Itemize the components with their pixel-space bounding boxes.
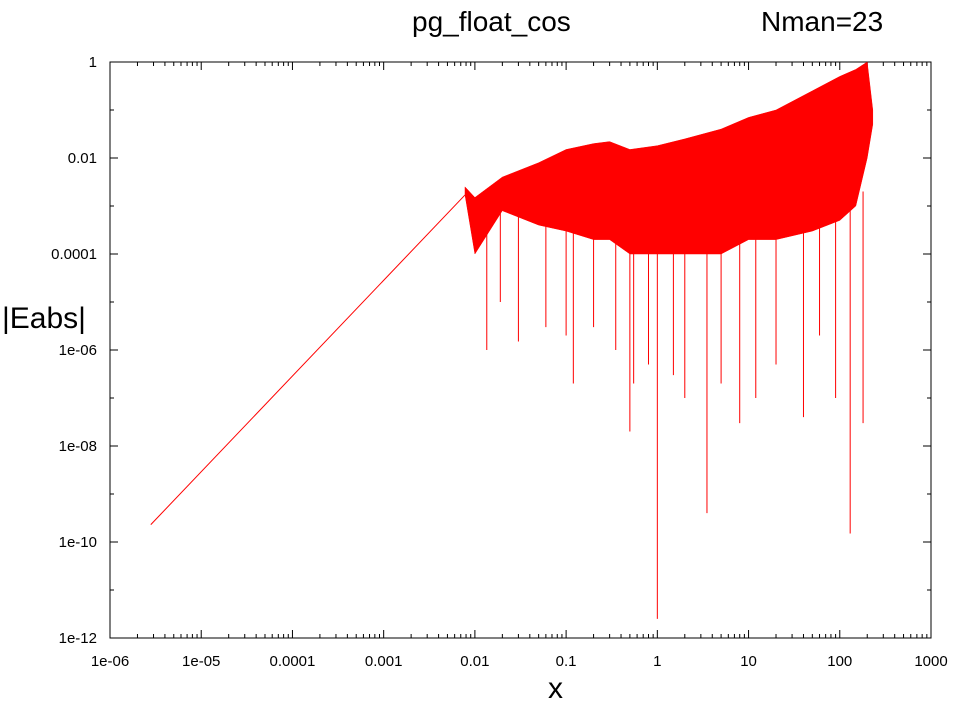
chart-title: pg_float_cos (412, 6, 571, 37)
x-tick-label: 0.001 (365, 653, 403, 670)
x-axis-ticks: 1e-06 1e-05 0.0001 0.001 0.01 0.1 1 10 100 1000 (91, 62, 948, 670)
y-tick-label: 1e-06 (59, 342, 97, 359)
x-tick-label: 0.01 (460, 653, 489, 670)
y-tick-label: 1 (89, 54, 97, 71)
y-tick-label: 1e-12 (59, 630, 97, 647)
series-layer (150, 61, 874, 619)
x-tick-label: 100 (827, 653, 852, 670)
y-tick-label: 0.01 (68, 150, 97, 167)
x-tick-label: 0.0001 (269, 653, 315, 670)
x-tick-label: 1e-06 (91, 653, 129, 670)
y-axis-label: |Eabs| (2, 302, 86, 335)
y-tick-label: 1e-10 (59, 534, 97, 551)
y-axis-ticks: 1e-12 1e-10 1e-08 1e-06 0.0001 0.01 1 (51, 54, 931, 647)
x-tick-label: 0.1 (556, 653, 577, 670)
x-tick-label: 1 (653, 653, 661, 670)
x-axis-label: x (548, 672, 563, 705)
series-line-segment (150, 194, 466, 525)
x-tick-label: 1000 (914, 653, 947, 670)
series-oscillation-band (464, 61, 874, 255)
y-tick-label: 0.0001 (51, 246, 97, 263)
chart-subtitle: Nman=23 (761, 6, 884, 37)
x-tick-label: 1e-05 (182, 653, 220, 670)
x-tick-label: 10 (740, 653, 757, 670)
y-tick-label: 1e-08 (59, 438, 97, 455)
